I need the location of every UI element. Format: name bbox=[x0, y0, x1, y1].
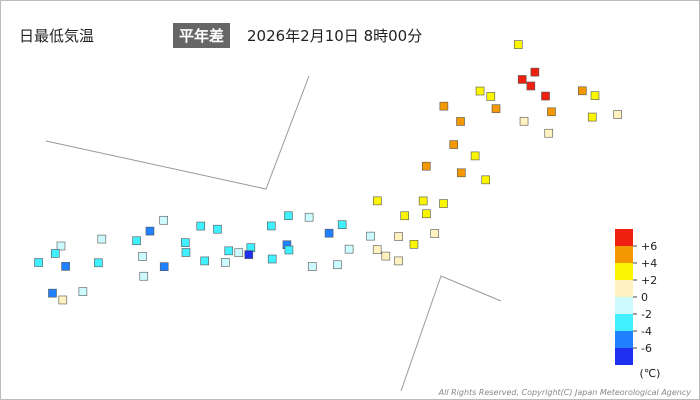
badge: 平年差 bbox=[173, 23, 231, 48]
inset-border bbox=[400, 275, 502, 392]
station bbox=[333, 260, 342, 270]
station bbox=[267, 221, 276, 231]
legend-swatch bbox=[615, 229, 633, 246]
station bbox=[517, 75, 527, 84]
station bbox=[475, 86, 485, 96]
station bbox=[58, 295, 68, 305]
station bbox=[491, 104, 501, 113]
datetime: 2026年2月10日 8時00分 bbox=[247, 27, 423, 45]
station bbox=[456, 117, 465, 126]
station bbox=[234, 248, 244, 258]
station bbox=[344, 244, 354, 254]
station bbox=[48, 288, 57, 298]
station bbox=[244, 250, 254, 259]
legend-label: +4 bbox=[641, 257, 657, 270]
station bbox=[486, 92, 496, 101]
station bbox=[159, 215, 169, 225]
station bbox=[526, 81, 536, 91]
station bbox=[138, 252, 147, 261]
legend-label: -4 bbox=[641, 325, 652, 338]
station bbox=[430, 229, 440, 238]
station bbox=[181, 238, 190, 247]
station bbox=[481, 175, 491, 185]
station bbox=[439, 101, 449, 111]
station bbox=[284, 245, 294, 255]
station bbox=[422, 209, 431, 219]
title: 日最低気温 bbox=[19, 27, 95, 45]
station bbox=[61, 262, 70, 271]
station bbox=[221, 258, 230, 267]
legend-swatch bbox=[615, 280, 633, 297]
station bbox=[373, 196, 382, 206]
station bbox=[530, 67, 540, 77]
legend-label: -2 bbox=[641, 308, 652, 321]
station bbox=[56, 241, 66, 251]
copyright: All Rights Reserved, Copyright(C) Japan … bbox=[438, 388, 692, 397]
station bbox=[394, 256, 403, 266]
legend-label: 0 bbox=[641, 291, 648, 304]
stations bbox=[34, 40, 622, 305]
station bbox=[514, 40, 523, 49]
station bbox=[132, 236, 141, 246]
legend-swatch bbox=[615, 263, 633, 280]
station bbox=[224, 246, 234, 256]
station bbox=[381, 251, 391, 261]
station bbox=[304, 212, 314, 222]
station bbox=[470, 151, 480, 161]
station bbox=[213, 224, 222, 234]
station bbox=[541, 91, 550, 101]
station bbox=[34, 258, 43, 267]
legend-label: -6 bbox=[641, 342, 652, 355]
station bbox=[307, 262, 317, 271]
station bbox=[578, 86, 587, 96]
station bbox=[449, 140, 459, 149]
legend-swatch bbox=[615, 331, 633, 348]
station bbox=[324, 228, 334, 238]
station bbox=[145, 226, 155, 236]
station bbox=[337, 220, 347, 229]
station bbox=[590, 91, 600, 100]
legend-swatch bbox=[615, 314, 633, 331]
station bbox=[159, 262, 169, 271]
station bbox=[400, 211, 410, 221]
station bbox=[544, 128, 554, 138]
station bbox=[267, 254, 277, 264]
legend-swatch bbox=[615, 348, 633, 365]
station bbox=[519, 116, 529, 126]
station bbox=[613, 110, 622, 119]
station bbox=[439, 199, 448, 208]
station bbox=[78, 287, 88, 296]
legend-label: +6 bbox=[641, 240, 657, 253]
station bbox=[196, 221, 206, 231]
inset-border bbox=[45, 75, 310, 190]
station bbox=[200, 256, 209, 266]
station bbox=[94, 258, 103, 268]
station bbox=[457, 168, 466, 178]
legend-swatch bbox=[615, 297, 633, 314]
legend-label: +2 bbox=[641, 274, 657, 287]
station bbox=[547, 107, 556, 117]
station bbox=[421, 161, 431, 171]
station bbox=[50, 249, 60, 258]
legend-unit: (℃) bbox=[640, 367, 661, 380]
station bbox=[409, 240, 419, 249]
station bbox=[418, 196, 428, 206]
station bbox=[97, 234, 107, 244]
inset-lines bbox=[45, 75, 502, 392]
station bbox=[587, 112, 597, 122]
station bbox=[139, 271, 149, 281]
station bbox=[394, 232, 403, 241]
legend-swatch bbox=[615, 246, 633, 263]
station bbox=[181, 248, 191, 257]
legend: +6 +4 +2 0 -2 -4 -6 bbox=[615, 229, 657, 365]
station bbox=[284, 211, 293, 221]
station bbox=[366, 231, 375, 241]
station bbox=[372, 245, 382, 254]
